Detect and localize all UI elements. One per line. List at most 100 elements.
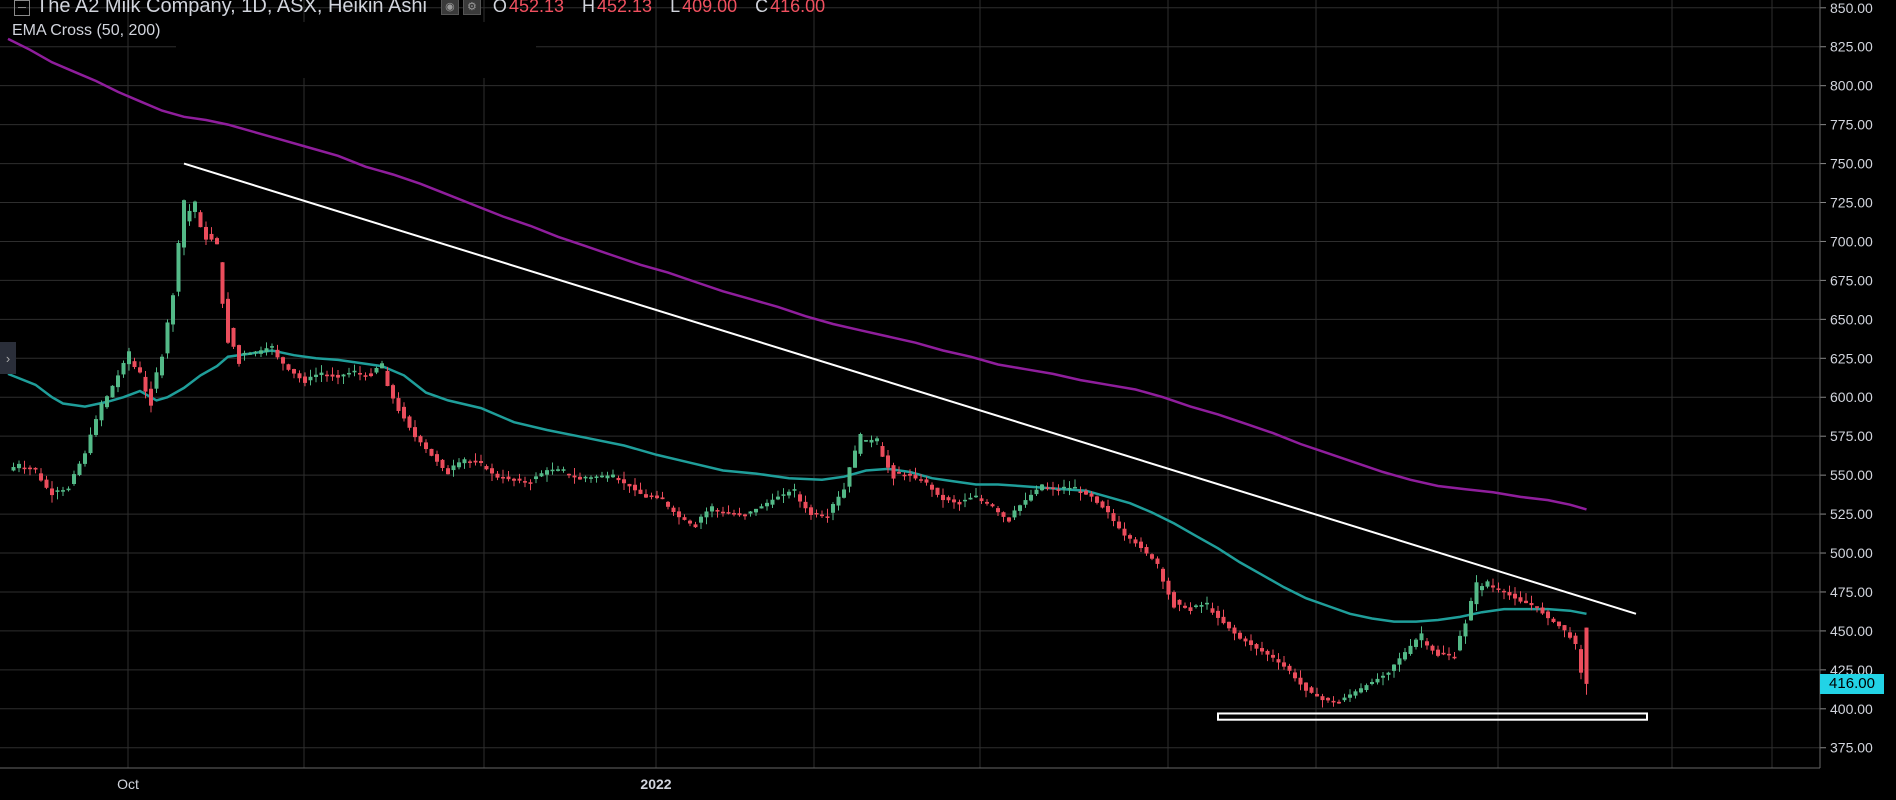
candle-body <box>479 461 483 463</box>
candle-body <box>737 513 742 516</box>
candle-body <box>484 466 489 470</box>
price-tick-label: 600.00 <box>1830 389 1873 405</box>
time-tick-label: Oct <box>117 776 139 792</box>
gear-icon[interactable]: ⚙ <box>462 0 481 15</box>
candle-body <box>66 488 71 491</box>
candle-body <box>1485 581 1490 587</box>
price-tick-label: 675.00 <box>1830 272 1873 288</box>
candle-body <box>1177 599 1182 605</box>
candle-body <box>1568 632 1572 638</box>
candle-body <box>99 403 104 421</box>
time-axis: Oct 2022 <box>0 767 1820 792</box>
candle-body <box>50 488 54 496</box>
candle-body <box>204 226 208 240</box>
candle-body <box>974 495 978 498</box>
ohlc-close: C 416.00 <box>755 0 826 16</box>
candle-body <box>11 467 16 471</box>
candle-body <box>1227 621 1231 629</box>
candle-body <box>1089 493 1094 497</box>
support-zone[interactable] <box>1217 712 1648 721</box>
candle-body <box>215 238 219 245</box>
candle-body <box>792 489 797 491</box>
candle-body <box>1067 487 1072 490</box>
candle-body <box>930 484 934 490</box>
candle-body <box>869 439 874 443</box>
candle-body <box>1513 593 1517 599</box>
candle-body <box>413 427 417 438</box>
candle-body <box>1073 486 1077 489</box>
candle-body <box>281 357 285 364</box>
candle-body <box>803 501 808 509</box>
candle-body <box>1381 675 1385 678</box>
candle-body <box>726 512 731 514</box>
candle-body <box>1557 621 1561 627</box>
price-tick-label: 725.00 <box>1830 195 1873 211</box>
candle-body <box>380 363 384 369</box>
candle-body <box>1579 649 1583 673</box>
candle-body <box>1051 487 1055 489</box>
candle-body <box>1183 605 1187 608</box>
candle-body <box>1331 700 1336 703</box>
price-tick-label: 825.00 <box>1830 39 1873 55</box>
candle-body <box>644 494 648 498</box>
candle-body <box>545 470 549 475</box>
candle-body <box>1034 489 1039 495</box>
candle-body <box>440 459 445 468</box>
candle-body <box>787 491 791 496</box>
study-label[interactable]: EMA Cross (50, 200) <box>12 22 161 39</box>
candle-body <box>781 494 786 496</box>
candle-body <box>1023 500 1028 505</box>
candle-body <box>539 473 544 477</box>
symbol-title[interactable]: The A2 Milk Company, 1D, ASX, Heikin Ash… <box>36 0 427 17</box>
candle-body <box>682 517 687 520</box>
candle-body <box>743 514 747 517</box>
candle-body <box>1155 558 1160 564</box>
price-tick-label: 525.00 <box>1830 506 1873 522</box>
candle-body <box>864 440 868 442</box>
ohlc-readout: O 452.13 H 452.13 L 409.00 C 416.00 <box>493 0 825 17</box>
candle-body <box>1463 623 1468 637</box>
candle-body <box>550 469 555 472</box>
candle-body <box>798 494 802 502</box>
candle-body <box>1326 697 1330 701</box>
candle-body <box>660 497 665 500</box>
candle-body <box>501 476 505 479</box>
collapse-icon[interactable] <box>14 0 30 16</box>
price-tick-label: 625.00 <box>1830 350 1873 366</box>
price-tick-label: 450.00 <box>1830 623 1873 639</box>
candle-body <box>1045 487 1050 489</box>
study-overlay <box>176 22 536 78</box>
candle-body <box>1491 585 1495 588</box>
candle-body <box>1436 649 1440 656</box>
candle-body <box>886 455 890 468</box>
side-panel-toggle[interactable]: › <box>0 342 16 374</box>
candle-body <box>154 372 159 389</box>
candle-body <box>391 385 395 399</box>
price-tick-label: 550.00 <box>1830 467 1873 483</box>
candle-body <box>94 419 98 435</box>
trendline[interactable] <box>183 162 1637 615</box>
candle-body <box>1221 616 1226 624</box>
eye-icon[interactable]: ◉ <box>440 0 459 15</box>
price-tick-label: 800.00 <box>1830 78 1873 94</box>
ohlc-low: L 409.00 <box>670 0 738 16</box>
candle-body <box>319 372 324 376</box>
ema-200-line <box>7 37 1587 511</box>
candle-body <box>171 295 175 325</box>
candle-body <box>1254 644 1259 649</box>
candle-body <box>1243 638 1248 642</box>
candle-body <box>979 498 984 502</box>
candle-body <box>600 475 604 478</box>
candle-body <box>825 516 830 518</box>
candle-body <box>770 499 775 505</box>
candle-body <box>303 376 307 383</box>
chart-grid <box>0 0 1820 768</box>
candle-body <box>132 361 137 368</box>
candle-body <box>638 489 643 494</box>
candle-body <box>699 516 703 523</box>
price-tick-label: 500.00 <box>1830 545 1873 561</box>
candle-body <box>193 201 197 212</box>
candle-body <box>891 465 896 479</box>
candle-body <box>121 362 126 375</box>
